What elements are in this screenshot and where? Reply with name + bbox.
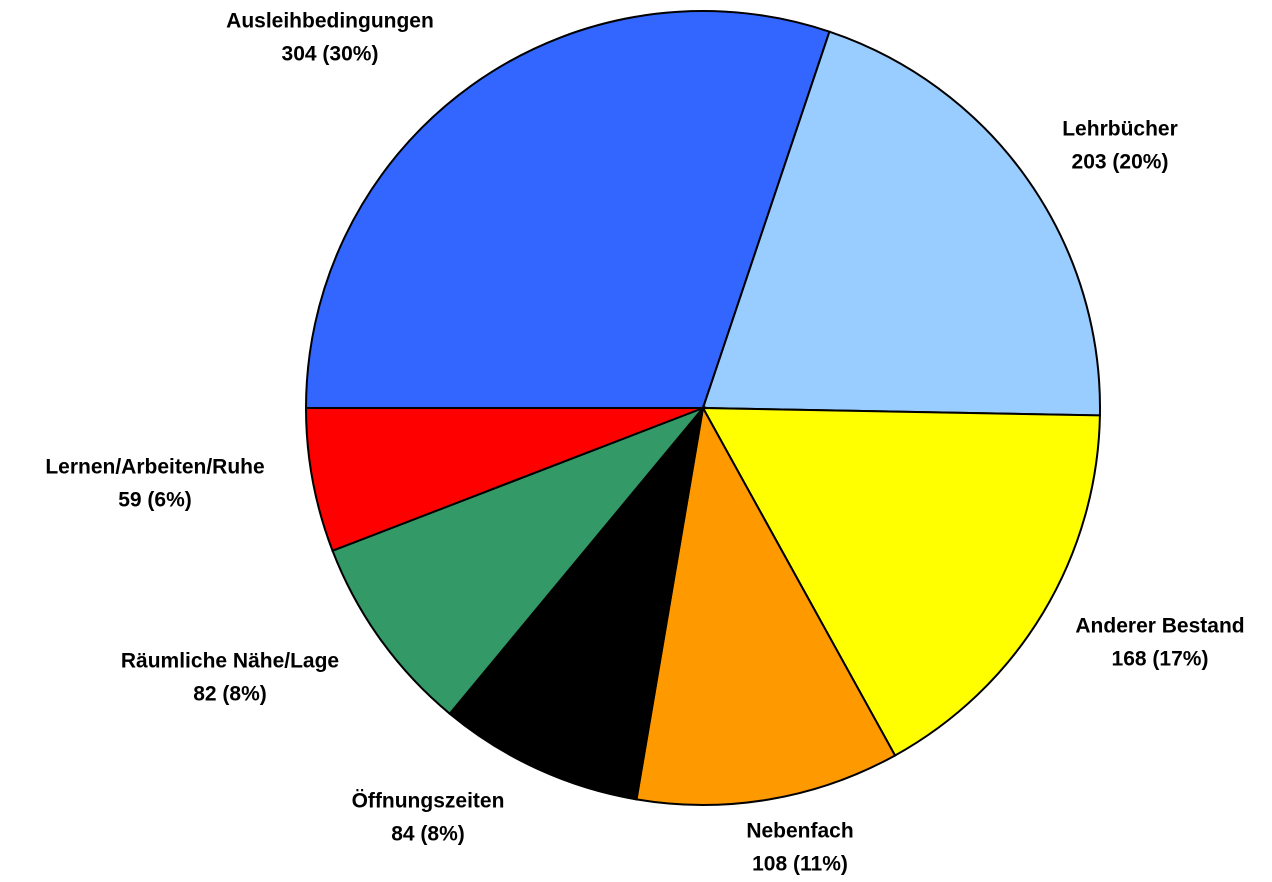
slice-value-label: 82 (8%) <box>193 683 267 706</box>
slice-value-label: 203 (20%) <box>1072 151 1169 174</box>
slice-value-label: 168 (17%) <box>1112 648 1209 671</box>
slice-value-label: 84 (8%) <box>391 823 465 846</box>
slice-label: Nebenfach <box>746 820 853 843</box>
pie-slice <box>304 407 704 553</box>
slice-label: Räumliche Nähe/Lage <box>121 650 339 673</box>
pie-slice <box>701 406 1101 757</box>
slice-label: Öffnungszeiten <box>352 790 505 813</box>
pie-slice <box>635 405 897 806</box>
slice-label: Lernen/Arbeiten/Ruhe <box>45 456 264 479</box>
pie-slice <box>304 10 831 409</box>
slice-label: Ausleihbedingungen <box>226 10 434 33</box>
slice-value-label: 304 (30%) <box>282 43 379 66</box>
slice-label: Anderer Bestand <box>1075 615 1244 638</box>
pie-slice <box>448 404 705 801</box>
slice-label: Lehrbücher <box>1062 118 1178 141</box>
slice-value-label: 59 (6%) <box>118 489 192 512</box>
pie-slice <box>701 30 1101 417</box>
slice-value-label: 108 (11%) <box>752 853 848 876</box>
pie-slice <box>331 405 707 716</box>
